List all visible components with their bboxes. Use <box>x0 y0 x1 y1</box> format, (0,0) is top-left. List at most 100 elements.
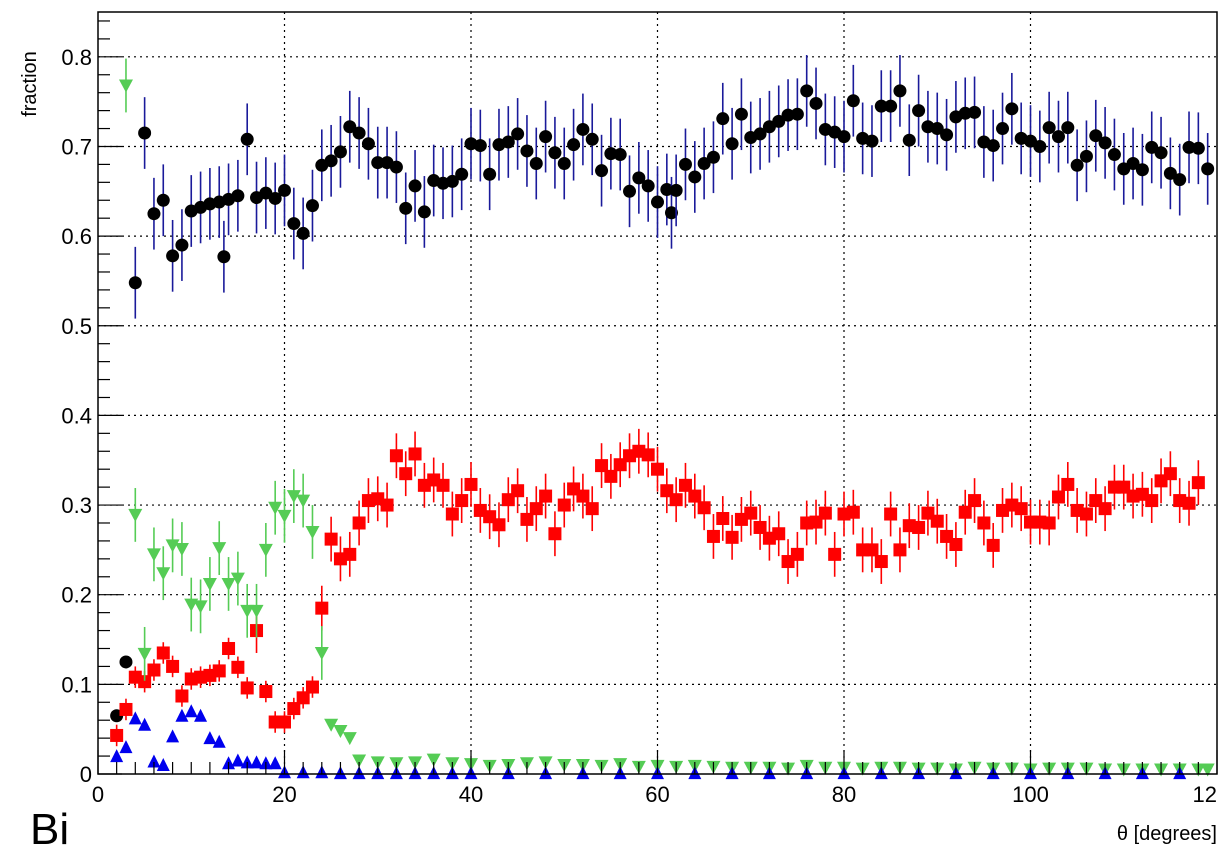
data-point <box>585 502 599 516</box>
data-point <box>278 183 291 197</box>
data-point <box>333 724 348 738</box>
data-point <box>445 507 459 521</box>
data-point <box>231 660 245 674</box>
data-point <box>604 147 618 161</box>
data-point <box>389 160 403 174</box>
data-point <box>1042 516 1056 530</box>
data-point <box>343 547 357 561</box>
data-point <box>268 191 282 205</box>
data-point <box>818 506 832 520</box>
x-tick-label: 40 <box>459 782 483 807</box>
data-point <box>128 276 142 290</box>
data-point <box>492 518 506 532</box>
data-point <box>576 489 590 503</box>
data-point <box>660 183 674 197</box>
data-point <box>725 137 739 151</box>
data-point <box>137 647 152 661</box>
series-3 <box>110 704 1187 780</box>
data-point <box>473 139 487 153</box>
data-point <box>912 104 926 118</box>
data-point <box>1014 502 1028 516</box>
data-point <box>688 170 702 184</box>
data-point <box>1163 166 1177 180</box>
data-point <box>651 462 664 476</box>
data-point <box>240 132 254 146</box>
data-point <box>315 601 329 615</box>
data-point <box>324 154 338 168</box>
data-point <box>753 127 767 141</box>
data-point <box>585 132 599 146</box>
data-point <box>352 516 366 530</box>
data-point <box>202 577 217 591</box>
data-point <box>184 704 198 718</box>
data-point <box>772 114 786 128</box>
data-point <box>147 663 161 677</box>
data-point <box>912 520 926 534</box>
data-point <box>865 134 879 148</box>
data-point <box>1126 157 1140 171</box>
data-point <box>809 96 823 110</box>
data-point <box>483 167 497 181</box>
data-point <box>138 675 152 689</box>
data-point <box>212 542 227 556</box>
data-point <box>230 572 245 586</box>
data-point <box>455 167 469 181</box>
data-point <box>194 708 208 722</box>
data-point <box>203 731 217 745</box>
data-point <box>893 543 907 557</box>
data-point <box>576 122 590 136</box>
data-point <box>268 756 282 770</box>
data-point <box>511 127 525 141</box>
data-point <box>296 226 310 240</box>
data-point <box>128 508 143 522</box>
data-point <box>408 447 422 461</box>
data-point <box>166 729 180 743</box>
data-point <box>1070 158 1084 172</box>
data-point <box>664 206 678 220</box>
data-point <box>1061 477 1075 491</box>
data-point <box>1079 507 1093 521</box>
data-point <box>949 538 963 552</box>
data-point <box>156 758 170 772</box>
data-point <box>138 717 152 731</box>
data-point <box>1005 102 1019 116</box>
data-point <box>539 130 553 144</box>
data-point <box>716 112 730 126</box>
data-point <box>464 477 478 491</box>
data-point <box>156 646 170 660</box>
data-point <box>678 157 692 171</box>
data-point <box>174 542 189 556</box>
data-point <box>118 79 133 93</box>
data-point <box>1051 130 1065 144</box>
data-point <box>110 749 124 763</box>
axes: 0 0.1 0.2 0.3 0.4 0.5 0.6 0.7 0.8 0 20 40 60 80 100 12 <box>61 11 1218 807</box>
data-point <box>305 199 319 213</box>
data-point <box>520 144 534 158</box>
data-point <box>501 135 515 149</box>
data-point <box>595 459 609 473</box>
data-point <box>342 732 357 746</box>
y-tick-label: 0.7 <box>61 134 92 159</box>
data-point <box>1173 173 1187 187</box>
data-point <box>930 122 944 136</box>
y-tick-label: 0.3 <box>61 493 92 518</box>
data-point <box>623 184 637 198</box>
data-point <box>996 122 1010 136</box>
data-point <box>697 501 711 515</box>
data-point <box>147 754 161 768</box>
y-tick-label: 0.6 <box>61 224 92 249</box>
data-point <box>314 646 329 660</box>
series-0 <box>110 55 1215 723</box>
data-point <box>828 547 842 561</box>
data-point <box>651 195 664 209</box>
data-point <box>324 718 339 732</box>
data-point <box>399 467 413 481</box>
data-point <box>380 498 394 512</box>
data-point <box>1182 496 1196 510</box>
data-point <box>968 494 982 508</box>
data-point <box>259 685 273 699</box>
data-point <box>240 755 254 769</box>
data-point <box>1201 162 1215 176</box>
data-point <box>175 689 189 703</box>
